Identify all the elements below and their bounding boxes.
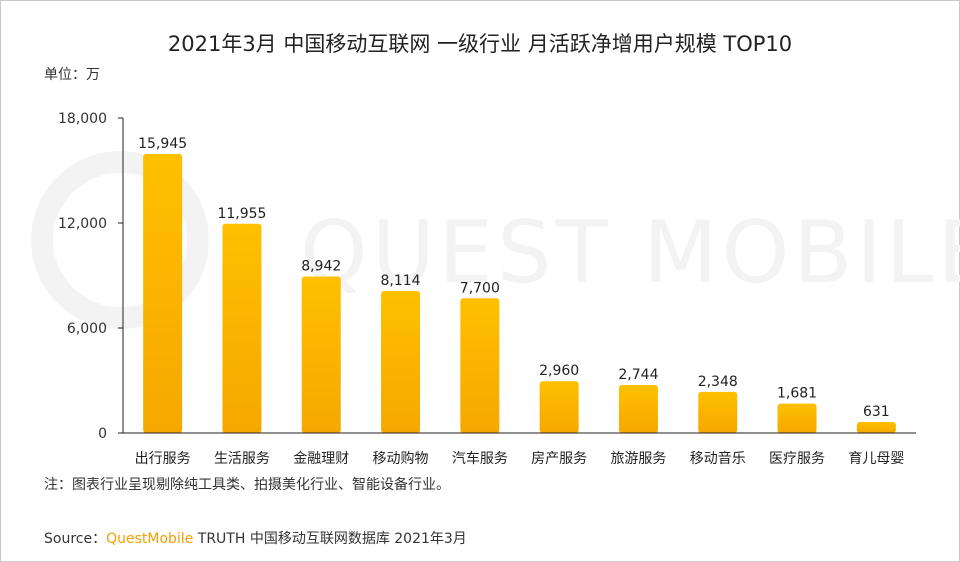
data-label-9: 1,681	[777, 386, 817, 402]
category-label-9: 医疗服务	[769, 451, 825, 467]
y-tick-label-2: 6,000	[67, 321, 107, 337]
watermark-logo-icon	[31, 151, 209, 329]
bar-8	[698, 391, 738, 433]
unit-label: 单位：万	[44, 67, 100, 83]
data-label-5: 7,700	[460, 280, 500, 296]
category-label-7: 旅游服务	[610, 451, 666, 467]
data-label-7: 2,744	[618, 367, 658, 383]
category-label-3: 金融理财	[293, 451, 349, 467]
data-label-6: 2,960	[539, 363, 579, 379]
footnote: 注：图表行业呈现剔除纯工具类、拍摄美化行业、智能设备行业。	[44, 477, 450, 493]
bar-7	[618, 384, 658, 433]
category-label-4: 移动购物	[373, 451, 429, 467]
source-suffix: TRUTH 中国移动互联网数据库 2021年3月	[193, 531, 467, 547]
category-label-1: 出行服务	[135, 451, 191, 467]
bar-9	[777, 403, 817, 433]
bar-4	[381, 291, 421, 433]
category-label-5: 汽车服务	[452, 450, 508, 467]
bar-6	[539, 381, 579, 433]
category-label-10: 育儿母婴	[848, 451, 904, 467]
y-tick-label-4: 18,000	[58, 111, 107, 127]
source-prefix: Source：	[44, 531, 107, 547]
y-tick-label-1: 0	[98, 426, 107, 442]
bar-1	[143, 153, 183, 433]
data-label-2: 11,955	[217, 206, 266, 222]
bar-3	[301, 276, 341, 433]
data-label-3: 8,942	[301, 259, 341, 275]
source-line: Source：QuestMobile TRUTH 中国移动互联网数据库 2021…	[44, 528, 467, 548]
watermark-text: QUEST MOBILE	[300, 203, 960, 303]
source-brand: QuestMobile	[106, 531, 194, 547]
data-label-4: 8,114	[381, 273, 421, 289]
category-label-8: 移动音乐	[690, 450, 746, 467]
data-label-10: 631	[863, 404, 890, 420]
y-tick-label-3: 12,000	[58, 216, 107, 232]
bar-5	[460, 298, 500, 433]
data-label-8: 2,348	[698, 374, 738, 390]
category-label-6: 房产服务	[531, 451, 587, 467]
data-label-1: 15,945	[138, 136, 187, 152]
bar-10	[856, 421, 896, 433]
chart-title: 2021年3月 中国移动互联网 一级行业 月活跃净增用户规模 TOP10	[167, 32, 793, 56]
bar-2	[222, 223, 262, 433]
category-label-2: 生活服务	[214, 451, 270, 467]
